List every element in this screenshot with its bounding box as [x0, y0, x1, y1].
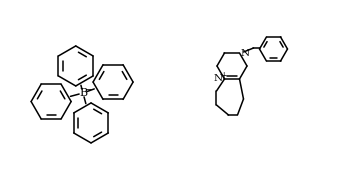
Text: N: N: [241, 48, 250, 58]
Text: −: −: [84, 85, 92, 93]
Text: N: N: [214, 75, 223, 83]
Text: B: B: [79, 88, 88, 98]
Text: +: +: [220, 71, 227, 80]
